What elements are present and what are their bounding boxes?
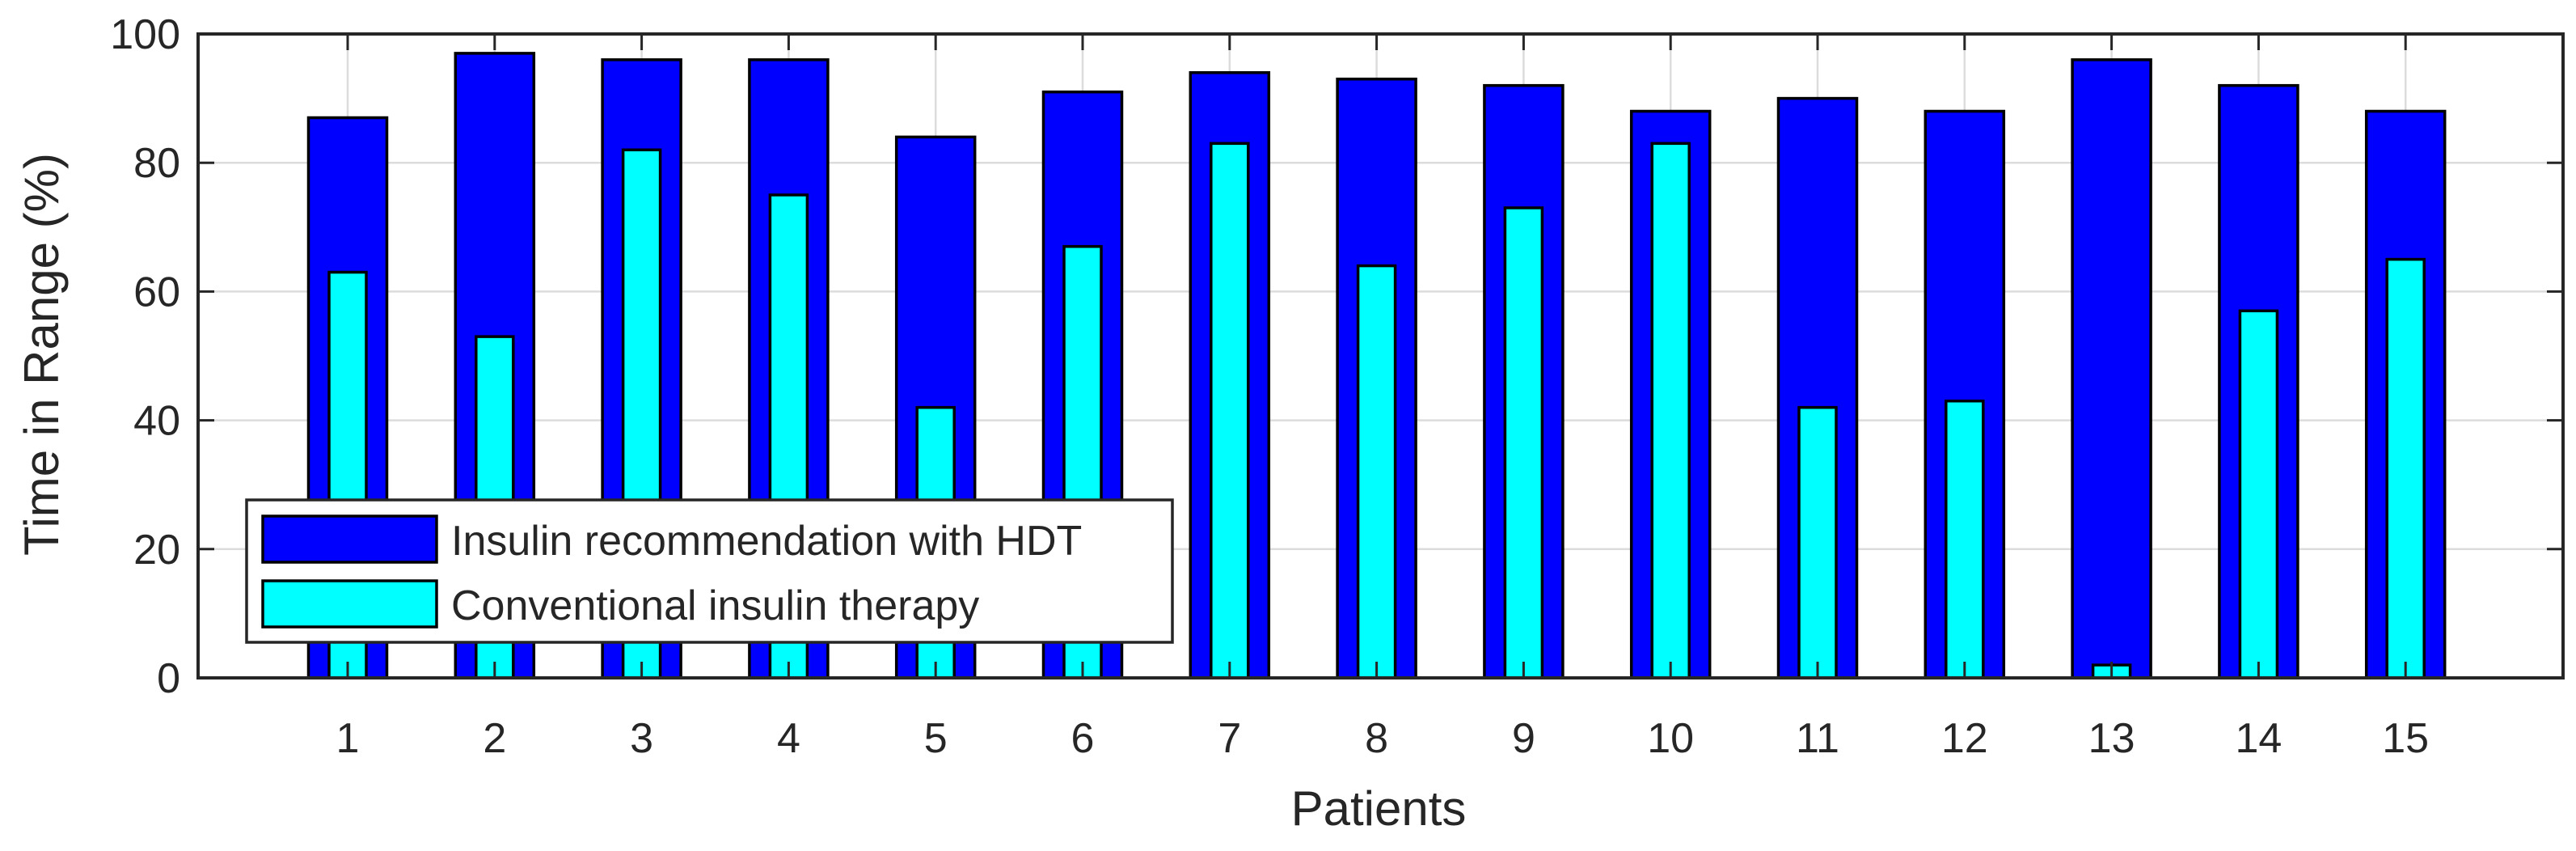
y-tick-label: 0 bbox=[157, 655, 180, 702]
y-tick-label: 100 bbox=[110, 11, 180, 58]
x-tick-label: 6 bbox=[1071, 715, 1095, 762]
legend-label-hdt: Insulin recommendation with HDT bbox=[451, 518, 1082, 565]
x-tick-label: 15 bbox=[2382, 715, 2429, 762]
x-tick-label: 8 bbox=[1365, 715, 1388, 762]
bar-conventional-10 bbox=[1650, 142, 1691, 680]
bar-conventional-8 bbox=[1356, 264, 1397, 680]
x-tick-label: 7 bbox=[1218, 715, 1241, 762]
bar-conventional-9 bbox=[1503, 206, 1544, 680]
y-tick-label: 80 bbox=[133, 140, 180, 187]
x-tick-label: 2 bbox=[483, 715, 506, 762]
x-tick-label: 5 bbox=[924, 715, 948, 762]
legend: Insulin recommendation with HDT Conventi… bbox=[245, 498, 1174, 644]
bar-conventional-12 bbox=[1945, 399, 1985, 680]
x-tick-label: 4 bbox=[777, 715, 800, 762]
x-tick-label: 11 bbox=[1796, 715, 1839, 762]
bar-conventional-7 bbox=[1210, 142, 1250, 680]
x-tick-label: 3 bbox=[630, 715, 653, 762]
x-tick-label: 1 bbox=[336, 715, 360, 762]
plot-area-frame bbox=[196, 32, 2565, 680]
bar-conventional-11 bbox=[1797, 405, 1838, 680]
x-tick-label: 12 bbox=[1941, 715, 1988, 762]
bar-conventional-14 bbox=[2238, 309, 2279, 680]
bar-conventional-15 bbox=[2385, 257, 2426, 680]
y-axis-title: Time in Range (%) bbox=[15, 153, 69, 556]
y-tick-label: 60 bbox=[133, 269, 180, 315]
y-tick-labels: 0 20 40 60 80 100 bbox=[110, 11, 180, 702]
x-tick-labels: 1 2 3 4 5 6 7 8 9 10 11 12 13 14 15 bbox=[336, 715, 2430, 762]
y-tick-label: 40 bbox=[133, 398, 180, 445]
x-tick-label: 9 bbox=[1512, 715, 1535, 762]
x-tick-label: 14 bbox=[2235, 715, 2282, 762]
bars bbox=[306, 52, 2447, 680]
y-tick-label: 20 bbox=[133, 527, 180, 574]
x-axis-title: Patients bbox=[1291, 781, 1467, 836]
x-tick-label: 10 bbox=[1647, 715, 1694, 762]
x-tick-label: 13 bbox=[2088, 715, 2135, 762]
legend-swatch-hdt bbox=[261, 514, 438, 564]
legend-label-conventional: Conventional insulin therapy bbox=[451, 582, 979, 629]
bar-hdt-13 bbox=[2071, 58, 2152, 680]
legend-swatch-conventional bbox=[261, 579, 438, 629]
